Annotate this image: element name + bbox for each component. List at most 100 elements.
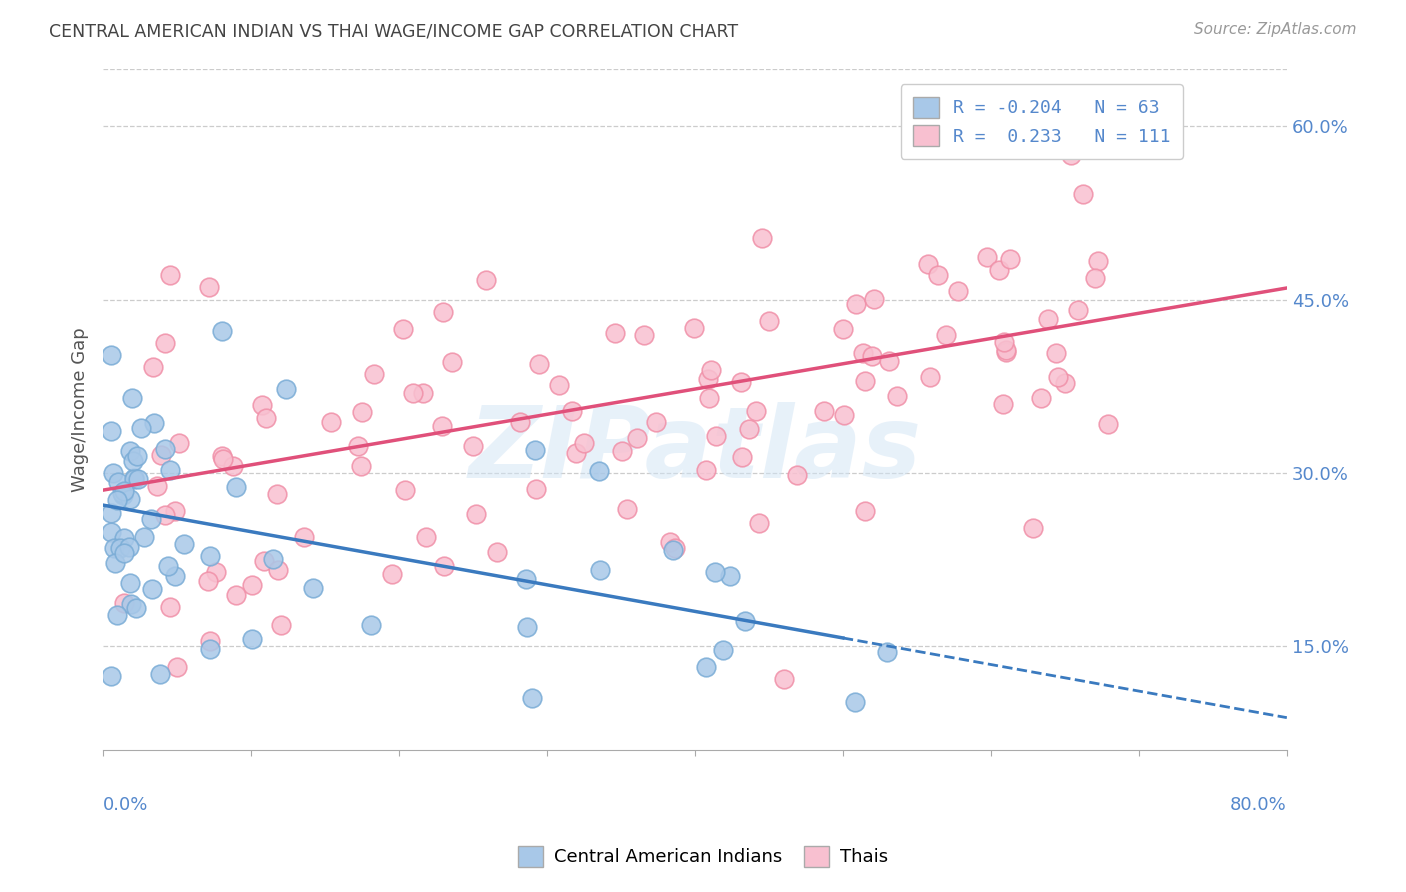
Point — [1021, 521, 1043, 535]
Point — [319, 415, 342, 429]
Point — [132, 530, 155, 544]
Point — [946, 284, 969, 298]
Point — [991, 397, 1014, 411]
Point — [731, 450, 754, 465]
Point — [852, 346, 875, 360]
Point — [120, 576, 142, 591]
Legend: Central American Indians, Thais: Central American Indians, Thais — [510, 838, 896, 874]
Point — [347, 438, 370, 452]
Point — [157, 559, 180, 574]
Point — [524, 483, 547, 497]
Point — [1087, 254, 1109, 268]
Text: 0.0%: 0.0% — [103, 797, 149, 814]
Point — [465, 507, 488, 521]
Text: Source: ZipAtlas.com: Source: ZipAtlas.com — [1194, 22, 1357, 37]
Point — [129, 421, 152, 435]
Point — [100, 506, 122, 520]
Point — [352, 405, 374, 419]
Text: CENTRAL AMERICAN INDIAN VS THAI WAGE/INCOME GAP CORRELATION CHART: CENTRAL AMERICAN INDIAN VS THAI WAGE/INC… — [49, 22, 738, 40]
Point — [121, 391, 143, 405]
Point — [120, 597, 142, 611]
Point — [159, 463, 181, 477]
Point — [751, 231, 773, 245]
Point — [103, 541, 125, 555]
Point — [240, 578, 263, 592]
Point — [127, 472, 149, 486]
Point — [166, 660, 188, 674]
Point — [100, 525, 122, 540]
Point — [112, 596, 135, 610]
Point — [855, 504, 877, 518]
Point — [527, 357, 550, 371]
Point — [360, 617, 382, 632]
Point — [211, 449, 233, 463]
Point — [139, 511, 162, 525]
Point — [211, 324, 233, 338]
Point — [142, 416, 165, 430]
Point — [433, 558, 456, 573]
Point — [561, 404, 583, 418]
Point — [262, 552, 284, 566]
Point — [664, 541, 686, 555]
Point — [927, 268, 949, 282]
Point — [412, 386, 434, 401]
Point — [832, 322, 855, 336]
Point — [976, 250, 998, 264]
Point — [146, 479, 169, 493]
Point — [813, 403, 835, 417]
Point — [122, 454, 145, 468]
Point — [877, 353, 900, 368]
Point — [415, 530, 437, 544]
Point — [862, 349, 884, 363]
Y-axis label: Wage/Income Gap: Wage/Income Gap — [72, 326, 89, 491]
Point — [363, 367, 385, 381]
Point — [876, 645, 898, 659]
Point — [149, 667, 172, 681]
Point — [392, 322, 415, 336]
Point — [198, 280, 221, 294]
Point — [1054, 376, 1077, 390]
Point — [441, 354, 464, 368]
Point — [112, 546, 135, 560]
Point — [697, 392, 720, 406]
Point — [695, 660, 717, 674]
Point — [198, 642, 221, 657]
Point — [844, 695, 866, 709]
Point — [524, 443, 547, 458]
Point — [1047, 370, 1070, 384]
Point — [730, 375, 752, 389]
Point — [845, 297, 868, 311]
Point — [125, 601, 148, 615]
Point — [515, 572, 537, 586]
Point — [548, 378, 571, 392]
Point — [832, 408, 855, 422]
Point — [703, 565, 725, 579]
Point — [994, 345, 1017, 359]
Point — [1097, 417, 1119, 432]
Point — [745, 404, 768, 418]
Point — [509, 416, 531, 430]
Point — [153, 508, 176, 522]
Point — [682, 321, 704, 335]
Point — [1060, 147, 1083, 161]
Point — [616, 501, 638, 516]
Point — [704, 429, 727, 443]
Point — [301, 581, 323, 595]
Point — [713, 643, 735, 657]
Point — [432, 305, 454, 319]
Point — [486, 545, 509, 559]
Point — [240, 632, 263, 646]
Point — [103, 466, 125, 480]
Point — [270, 618, 292, 632]
Point — [994, 343, 1017, 358]
Point — [205, 565, 228, 579]
Point — [381, 566, 404, 581]
Legend: R = -0.204   N = 63, R =  0.233   N = 111: R = -0.204 N = 63, R = 0.233 N = 111 — [901, 85, 1182, 159]
Point — [198, 549, 221, 563]
Point — [118, 444, 141, 458]
Point — [748, 516, 770, 531]
Point — [100, 424, 122, 438]
Point — [758, 314, 780, 328]
Point — [522, 690, 544, 705]
Point — [266, 487, 288, 501]
